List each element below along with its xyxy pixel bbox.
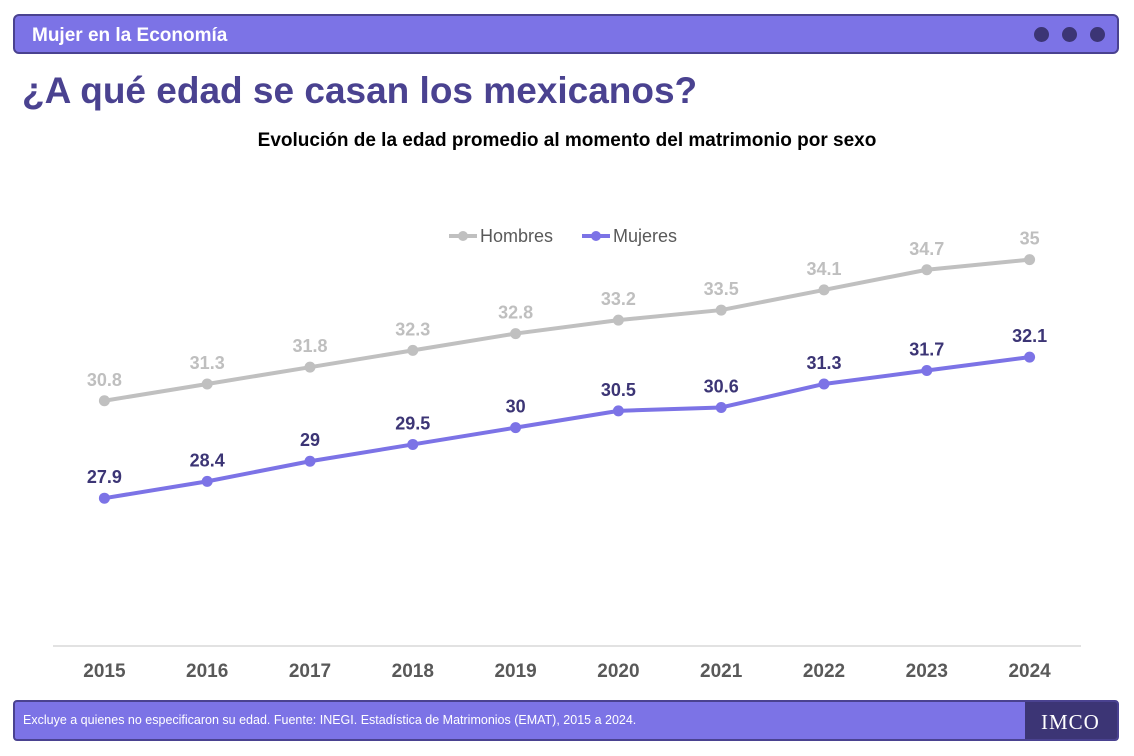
data-point xyxy=(304,455,316,467)
data-point xyxy=(304,361,316,373)
series-line-mujeres xyxy=(102,355,1032,501)
x-tick-label: 2017 xyxy=(289,661,331,682)
legend-swatch-marker xyxy=(591,231,601,241)
data-point xyxy=(921,264,933,276)
data-label: 30 xyxy=(506,397,526,417)
section-title: Mujer en la Economía xyxy=(32,25,228,46)
data-point xyxy=(921,365,933,377)
series-line-hombres xyxy=(102,257,1032,403)
data-label: 29 xyxy=(300,430,320,450)
x-tick-label: 2018 xyxy=(392,661,434,682)
x-tick-label: 2019 xyxy=(494,661,536,682)
chart-title: Evolución de la edad promedio al momento… xyxy=(257,130,877,151)
data-label: 31.3 xyxy=(806,353,841,373)
data-point xyxy=(98,492,110,504)
data-label: 31.8 xyxy=(292,336,327,356)
dot-icon[interactable] xyxy=(1062,27,1077,42)
data-point xyxy=(201,378,213,390)
data-point xyxy=(818,378,830,390)
data-label: 30.6 xyxy=(704,376,739,396)
data-label: 32.3 xyxy=(395,319,430,339)
data-label: 34.7 xyxy=(909,239,944,259)
dot-icon[interactable] xyxy=(1034,27,1049,42)
data-point xyxy=(510,328,522,340)
page-title: ¿A qué edad se casan los mexicanos? xyxy=(22,70,698,111)
line-chart: 2015 2016 2017 2018 2019 2020 2021 2022 2023 2024… xyxy=(53,226,1081,682)
data-label: 33.5 xyxy=(704,279,739,299)
x-tick-label: 2016 xyxy=(186,661,228,682)
imco-logo: IMCO xyxy=(1025,702,1117,739)
data-point xyxy=(1024,254,1036,266)
footer: Excluye a quienes no especificaron su ed… xyxy=(13,700,1119,741)
x-tick-label: 2015 xyxy=(83,661,126,682)
data-point xyxy=(612,314,624,326)
x-tick-label: 2020 xyxy=(597,661,639,682)
data-label: 30.8 xyxy=(87,370,122,390)
data-label: 28.4 xyxy=(190,450,225,470)
data-point xyxy=(407,438,419,450)
data-point xyxy=(98,395,110,407)
window-dots xyxy=(1034,27,1105,43)
data-label: 31.3 xyxy=(190,353,225,373)
dot-icon[interactable] xyxy=(1090,27,1105,42)
data-point xyxy=(715,304,727,316)
data-point xyxy=(1024,351,1036,363)
logo-text: IMCO xyxy=(1041,710,1100,734)
data-point xyxy=(407,344,419,356)
x-tick-label: 2024 xyxy=(1008,661,1051,682)
data-point xyxy=(510,422,522,434)
x-tick-label: 2023 xyxy=(906,661,948,682)
data-label: 32.8 xyxy=(498,303,533,323)
data-label: 29.5 xyxy=(395,413,430,433)
legend-swatch-marker xyxy=(458,231,468,241)
top-bar: Mujer en la Economía xyxy=(13,14,1119,54)
x-tick-label: 2021 xyxy=(700,661,743,682)
data-point xyxy=(818,284,830,296)
data-label: 30.5 xyxy=(601,380,636,400)
data-point xyxy=(612,405,624,417)
source-note: Excluye a quienes no especificaron su ed… xyxy=(23,713,637,727)
data-point xyxy=(715,401,727,413)
data-label: 27.9 xyxy=(87,467,122,487)
legend-label-hombres: Hombres xyxy=(480,226,553,246)
data-label: 33.2 xyxy=(601,289,636,309)
legend-label-mujeres: Mujeres xyxy=(613,226,677,246)
data-label: 31.7 xyxy=(909,340,944,360)
data-label: 35 xyxy=(1020,229,1040,249)
x-tick-label: 2022 xyxy=(803,661,845,682)
data-label: 32.1 xyxy=(1012,326,1047,346)
data-label: 34.1 xyxy=(806,259,841,279)
data-point xyxy=(201,475,213,487)
